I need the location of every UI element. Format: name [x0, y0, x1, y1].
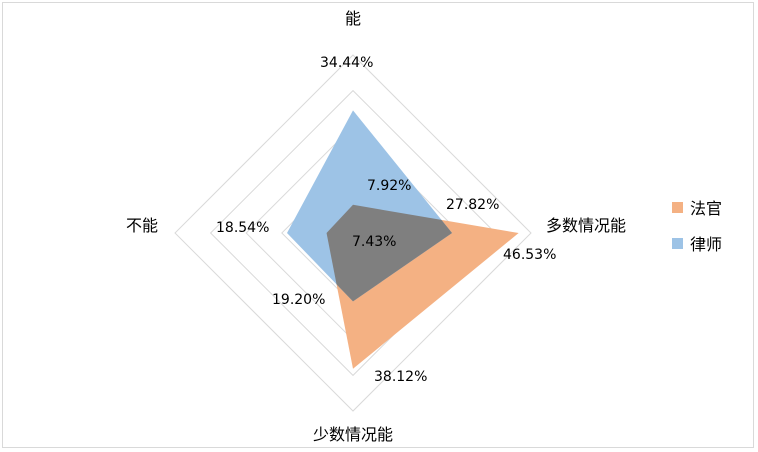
series-overlap-area — [326, 204, 453, 302]
data-label-judge-bottom: 38.12% — [374, 369, 427, 385]
data-label-judge-right: 46.53% — [503, 247, 556, 263]
data-label-judge-left: 7.43% — [352, 234, 396, 250]
data-label-lawyer-bottom: 19.20% — [272, 292, 325, 308]
grid-ring-4 — [209, 89, 497, 377]
axis-label-left: 不能 — [126, 216, 158, 235]
data-labels: 7.92% 46.53% 38.12% 7.43% 34.44% 27.82% … — [216, 55, 556, 385]
legend-label-lawyer: 律师 — [690, 235, 722, 254]
legend-swatch-lawyer — [672, 238, 683, 249]
axis-labels: 能 多数情况能 少数情况能 不能 — [126, 9, 626, 444]
data-label-judge-top: 7.92% — [367, 178, 411, 194]
axis-label-top: 能 — [345, 9, 361, 28]
legend-label-judge: 法官 — [690, 199, 722, 218]
grid-ring-5 — [174, 54, 532, 412]
legend: 法官 律师 — [672, 199, 722, 254]
data-label-lawyer-left: 18.54% — [216, 220, 269, 236]
radar-series — [286, 110, 519, 369]
axis-label-bottom: 少数情况能 — [313, 425, 393, 444]
axis-label-right: 多数情况能 — [546, 216, 626, 235]
data-label-lawyer-right: 27.82% — [446, 197, 499, 213]
legend-swatch-judge — [672, 202, 683, 213]
data-label-lawyer-top: 34.44% — [320, 55, 373, 71]
